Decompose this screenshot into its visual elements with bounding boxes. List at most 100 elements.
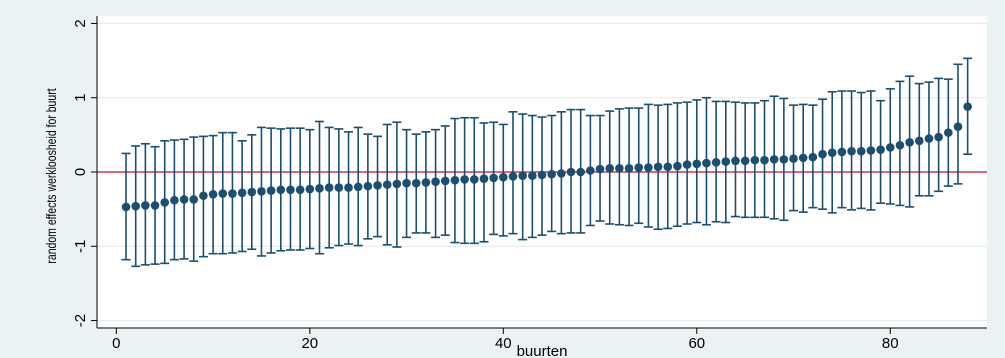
data-point xyxy=(711,158,721,167)
data-point xyxy=(450,175,460,185)
data-point xyxy=(905,137,914,147)
data-point xyxy=(798,153,808,163)
data-point xyxy=(702,158,711,168)
data-point xyxy=(431,177,440,186)
data-point xyxy=(914,136,924,146)
data-point xyxy=(779,155,789,164)
data-point xyxy=(257,187,266,196)
data-point xyxy=(479,174,489,183)
data-point xyxy=(266,186,276,195)
data-point xyxy=(750,155,760,165)
x-axis-ticks: 0 20 40 60 80 xyxy=(112,328,899,352)
data-point xyxy=(731,156,740,166)
data-point xyxy=(121,202,131,212)
data-point xyxy=(576,167,585,177)
data-point xyxy=(170,195,179,205)
data-point xyxy=(392,179,402,189)
data-point xyxy=(402,178,411,188)
data-point xyxy=(876,145,885,155)
data-point xyxy=(692,159,702,169)
data-point xyxy=(286,185,295,195)
y-axis-title: random effects werkloosheid for buurt xyxy=(44,88,60,264)
data-point xyxy=(827,148,837,157)
y-tick-label: 1 xyxy=(72,94,89,102)
data-point xyxy=(518,171,527,181)
x-axis-title: buurten xyxy=(517,343,568,358)
data-point xyxy=(218,189,228,198)
data-point xyxy=(663,162,673,172)
x-tick-label: 20 xyxy=(301,335,318,352)
data-point xyxy=(276,185,286,195)
data-point xyxy=(557,169,566,178)
data-point xyxy=(489,173,498,183)
data-point xyxy=(673,161,682,171)
data-point xyxy=(808,152,818,162)
y-axis-ticks: -2 -1 0 1 2 xyxy=(72,19,97,327)
data-point xyxy=(605,163,615,173)
x-tick-label: 40 xyxy=(495,335,512,352)
data-point xyxy=(634,163,644,172)
data-point xyxy=(547,169,556,179)
data-point xyxy=(421,178,431,187)
x-tick-label: 0 xyxy=(112,335,120,352)
data-point xyxy=(866,146,876,155)
data-point xyxy=(653,162,663,172)
data-point xyxy=(595,164,605,174)
data-point xyxy=(566,167,576,177)
data-point xyxy=(760,155,769,165)
y-tick-label: -2 xyxy=(72,314,89,327)
data-point xyxy=(334,183,344,192)
data-point xyxy=(837,147,847,157)
y-tick-label: 2 xyxy=(72,19,89,27)
data-point xyxy=(363,181,373,191)
data-point xyxy=(682,160,692,169)
data-point xyxy=(847,146,856,156)
data-point xyxy=(199,191,208,201)
y-tick-label: -1 xyxy=(72,240,89,253)
data-point xyxy=(373,181,382,190)
data-point xyxy=(769,155,779,164)
data-point xyxy=(344,183,353,192)
data-point xyxy=(382,180,392,189)
data-point xyxy=(944,128,953,137)
data-point xyxy=(528,171,537,181)
data-point xyxy=(818,149,827,159)
data-point xyxy=(247,187,257,197)
data-points xyxy=(121,102,972,212)
data-point xyxy=(963,102,972,111)
data-point xyxy=(537,170,547,180)
data-point xyxy=(508,172,518,181)
data-point xyxy=(895,140,905,150)
data-point xyxy=(644,163,653,172)
gridlines xyxy=(97,22,987,322)
x-tick-label: 60 xyxy=(688,335,705,352)
data-point xyxy=(228,189,237,198)
data-point xyxy=(237,188,247,198)
data-point xyxy=(131,201,140,211)
data-point xyxy=(953,122,963,131)
data-point xyxy=(315,184,324,193)
data-point xyxy=(934,132,943,142)
data-point xyxy=(856,146,866,156)
data-point xyxy=(885,143,895,152)
data-point xyxy=(208,189,218,199)
data-point xyxy=(160,198,170,207)
data-point xyxy=(150,201,160,210)
y-tick-label: 0 xyxy=(72,168,89,176)
data-point xyxy=(295,185,305,195)
data-point xyxy=(499,172,508,182)
data-point xyxy=(141,201,150,210)
data-point xyxy=(740,156,750,166)
data-point xyxy=(924,134,934,143)
data-point xyxy=(624,163,634,173)
data-point xyxy=(615,163,624,173)
data-point xyxy=(305,184,315,194)
data-point xyxy=(460,175,469,184)
data-point xyxy=(721,157,731,166)
data-point xyxy=(189,195,199,204)
data-point xyxy=(789,154,798,163)
data-point xyxy=(440,176,450,186)
data-point xyxy=(353,182,363,192)
